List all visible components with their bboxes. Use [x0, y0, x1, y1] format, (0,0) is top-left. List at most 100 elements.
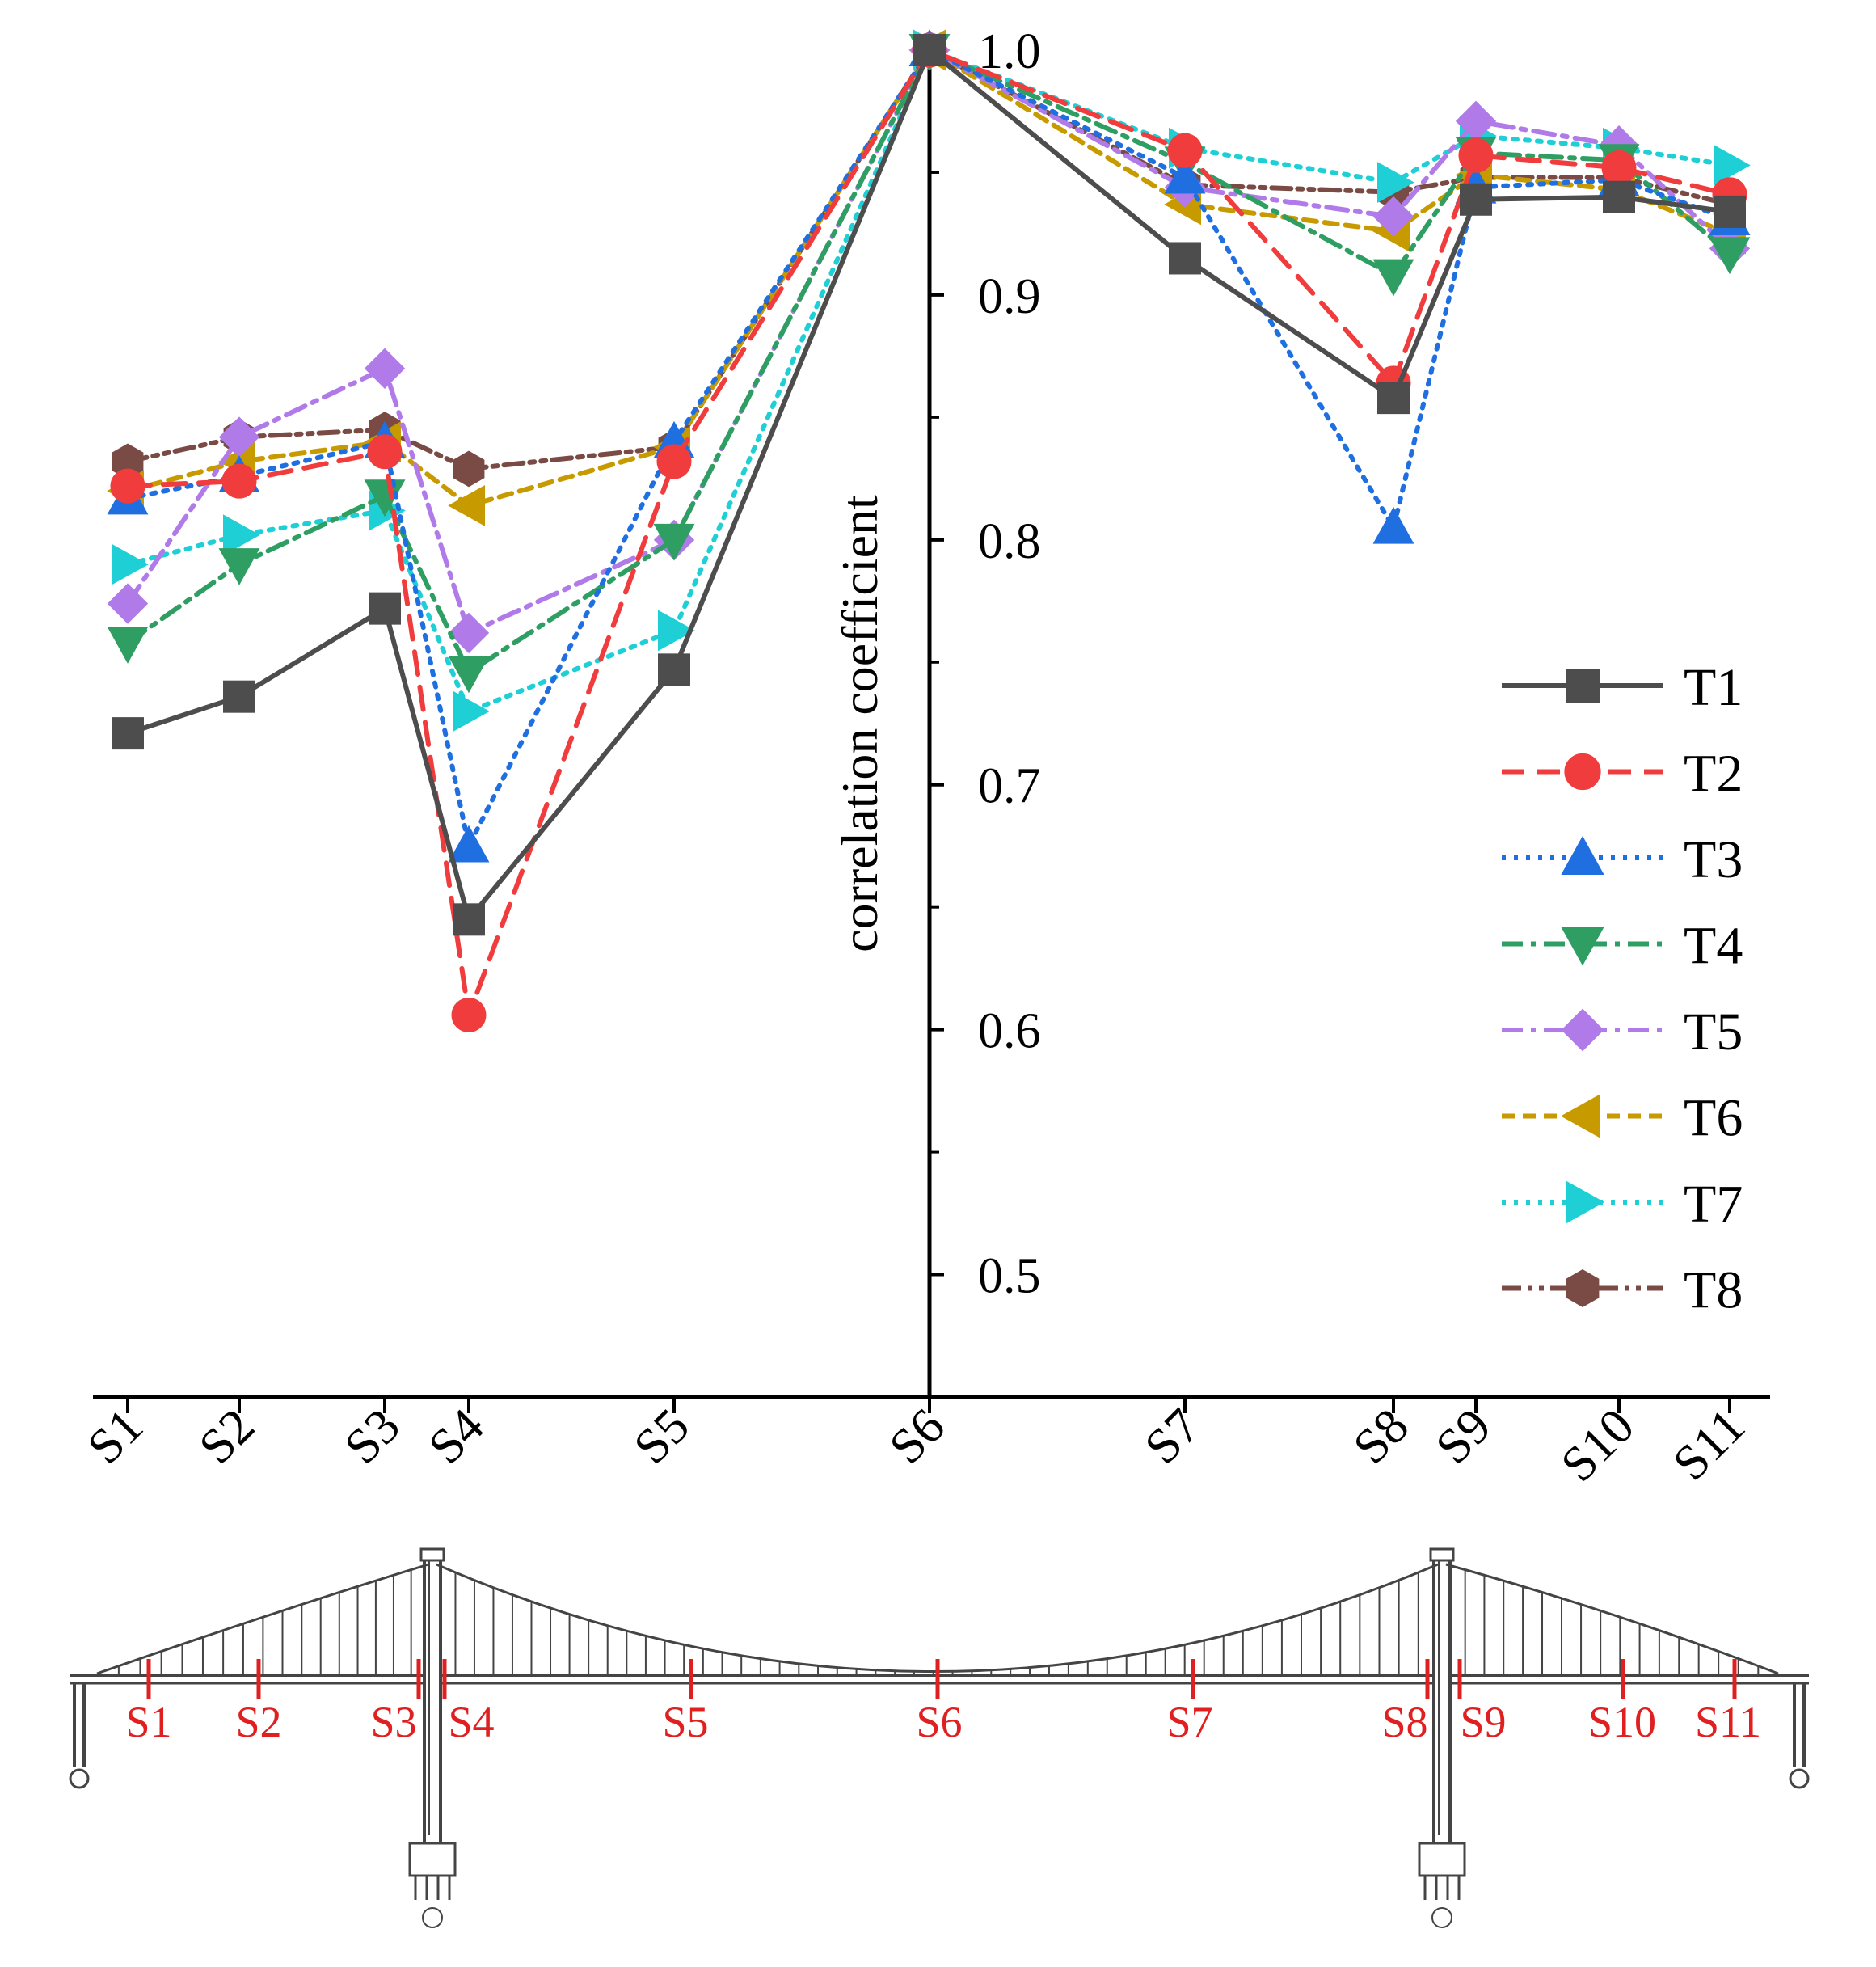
legend-marker	[1564, 753, 1601, 791]
tower-shaft	[1432, 1552, 1452, 1847]
x-tick-label: S1	[78, 1399, 154, 1475]
data-point-t3-s8	[1372, 506, 1414, 544]
data-point-t4-s2	[218, 548, 260, 585]
data-point-t4-s1	[107, 627, 149, 664]
legend-label: T6	[1684, 1089, 1743, 1148]
tower-pier-cap	[1418, 1842, 1466, 1877]
bridge-cable-span	[96, 1563, 429, 1675]
bridge-side-pier	[1789, 1683, 1810, 1789]
legend-label: T7	[1684, 1175, 1743, 1234]
x-tick-label: S8	[1343, 1399, 1419, 1475]
y-ticks: 0.5 0.6 0.7 0.8 0.9 1.0	[930, 24, 1041, 1304]
pier-marker	[69, 1768, 90, 1789]
tower-marker	[422, 1907, 443, 1928]
tower-cap	[419, 1547, 445, 1562]
y-axis-label: correlation coefficient	[831, 495, 888, 952]
legend-marker	[1566, 1268, 1600, 1308]
x-ticks: S1 S2 S3 S4 S5 S6 S7 S8 S9 S10 S11	[78, 1397, 1756, 1492]
y-tick-label: 0.7	[978, 759, 1041, 814]
y-tick-label: 0.5	[978, 1249, 1041, 1304]
tower-cap	[1429, 1547, 1455, 1562]
pier-marker	[1789, 1768, 1810, 1789]
data-point-t2-s3	[367, 434, 403, 470]
axes: 0.5 0.6 0.7 0.8 0.9 1.0 S1 S2 S3 S4 S5 S6 S7 S8 S9 S10…	[78, 24, 1770, 1492]
data-point-t7-s2	[223, 514, 260, 556]
legend-marker	[1561, 927, 1604, 966]
data-point-t4-s8	[1372, 259, 1414, 297]
bridge-schematic: S1 S2 S3 S4 S5 S6 S7 S8 S9 S10 S11	[69, 1547, 1810, 1928]
series-t1	[112, 34, 1746, 936]
tower-pier-cap	[408, 1842, 457, 1877]
section-marker-s8: S8	[1381, 1659, 1430, 1746]
section-marker-s11: S11	[1695, 1659, 1761, 1746]
legend-item-t1: T1	[1502, 658, 1743, 717]
data-point-t3-s7	[1164, 156, 1206, 194]
y-tick-label: 0.8	[978, 514, 1041, 569]
data-point-t1-s3	[369, 592, 401, 625]
data-point-t5-s4	[448, 612, 490, 654]
bridge-cable-span	[436, 1563, 1439, 1675]
section-marker-s9: S9	[1457, 1659, 1507, 1746]
data-point-t8-s4	[453, 450, 485, 488]
legend-label: T1	[1684, 658, 1743, 717]
data-point-t5-s3	[364, 348, 406, 389]
main-cable	[436, 1563, 1439, 1673]
data-point-t2-s10	[1601, 150, 1637, 185]
section-label: S1	[125, 1698, 171, 1746]
legend-marker	[1561, 1008, 1604, 1052]
y-tick-label: 1.0	[978, 24, 1041, 79]
section-marker-s1: S1	[125, 1659, 172, 1746]
data-point-t7-s1	[112, 543, 149, 585]
section-marker-s6: S6	[916, 1659, 963, 1746]
legend-label: T3	[1684, 830, 1743, 889]
section-label: S11	[1695, 1698, 1761, 1746]
data-point-t1-s4	[453, 903, 485, 936]
legend-item-t3: T3	[1502, 830, 1743, 889]
y-tick-label: 0.9	[978, 269, 1041, 324]
x-tick-label: S11	[1663, 1399, 1756, 1492]
data-point-t6-s4	[448, 484, 485, 526]
data-point-t4-s4	[448, 656, 490, 694]
data-point-t7-s4	[453, 690, 490, 732]
data-point-t1-s2	[223, 680, 255, 713]
section-label: S5	[662, 1698, 708, 1746]
section-label: S3	[370, 1698, 416, 1746]
legend-item-t2: T2	[1502, 745, 1743, 804]
x-tick-label: S7	[1135, 1399, 1211, 1475]
main-cable	[96, 1563, 429, 1675]
section-marker-s4: S4	[442, 1659, 495, 1746]
legend-item-t4: T4	[1502, 917, 1743, 976]
x-tick-label: S10	[1551, 1399, 1645, 1492]
tower-marker	[1431, 1907, 1452, 1928]
bridge-tower	[1418, 1547, 1466, 1928]
legend: T1 T2 T3 T4 T5 T6 T7 T8	[1502, 658, 1743, 1320]
legend-item-t7: T7	[1502, 1175, 1743, 1234]
y-tick-label: 0.6	[978, 1004, 1041, 1059]
data-point-t7-s8	[1377, 162, 1414, 204]
data-point-t2-s5	[656, 444, 692, 479]
section-marker-s5: S5	[662, 1659, 709, 1746]
legend-label: T4	[1684, 917, 1743, 976]
data-point-t1-s6	[913, 34, 946, 66]
legend-marker	[1566, 669, 1600, 703]
data-point-t1-s11	[1714, 195, 1746, 228]
x-tick-label: S2	[189, 1399, 265, 1475]
legend-marker	[1566, 1180, 1605, 1224]
data-point-t5-s1	[107, 583, 149, 624]
data-point-t2-s7	[1167, 133, 1203, 168]
data-point-t7-s5	[658, 610, 695, 652]
section-marker-s3: S3	[370, 1659, 421, 1746]
data-point-t1-s7	[1169, 242, 1201, 275]
legend-item-t6: T6	[1502, 1089, 1743, 1148]
data-point-t7-s11	[1714, 144, 1751, 186]
bridge-cable-span	[1445, 1563, 1779, 1675]
tower-shaft	[423, 1552, 442, 1847]
series-layer	[107, 29, 1751, 1032]
data-point-t3-s4	[448, 825, 490, 863]
data-point-t1-s1	[112, 717, 144, 750]
data-point-t4-s11	[1709, 237, 1751, 275]
data-point-t2-s4	[451, 997, 487, 1032]
x-tick-label: S9	[1426, 1399, 1502, 1475]
